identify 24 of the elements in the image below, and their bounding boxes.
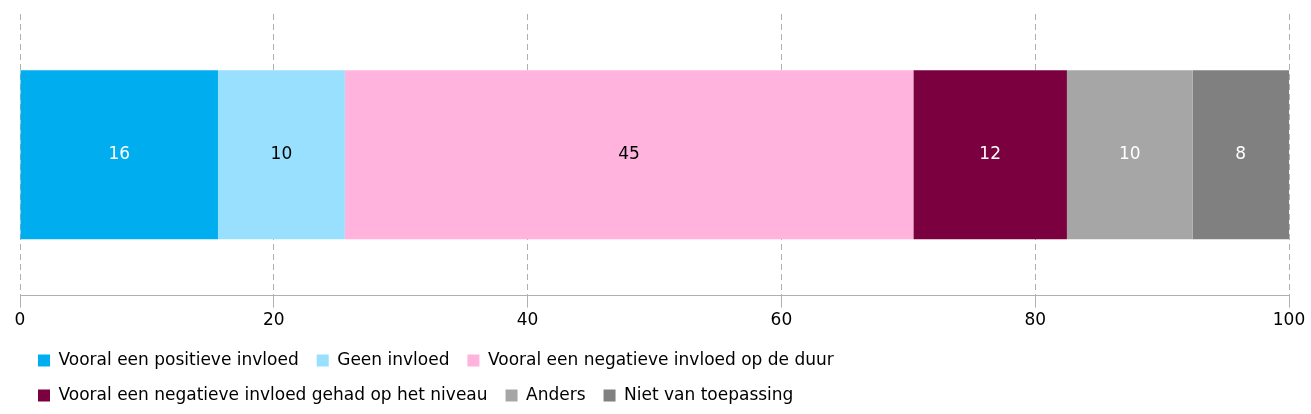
data-label: 45 — [618, 143, 640, 164]
legend-label: Niet van toepassing — [624, 383, 794, 404]
data-label: 12 — [979, 143, 1001, 164]
data-label: 8 — [1235, 143, 1247, 164]
bar — [217, 70, 345, 240]
legend-label: Vooral een positieve invloed — [58, 348, 299, 369]
data-label: 10 — [1118, 143, 1141, 164]
x-tick-label: 40 — [516, 309, 539, 330]
legend-label: Vooral een negatieve invloed op de duur — [487, 348, 834, 369]
data-label: 16 — [108, 143, 131, 164]
x-tick-label: 60 — [770, 309, 793, 330]
x-tick-label: 80 — [1024, 309, 1047, 330]
data-label: 10 — [270, 143, 293, 164]
legend-label: Geen invloed — [337, 348, 450, 369]
legend-label: Anders — [526, 383, 586, 404]
bar — [20, 70, 218, 240]
bar — [344, 70, 914, 240]
x-tick-label: 20 — [262, 309, 285, 330]
x-tick-label: 0 — [14, 309, 26, 330]
bar — [913, 70, 1067, 240]
legend-label: Vooral een negatieve invloed gehad op het niveau — [58, 383, 488, 404]
bar — [1192, 70, 1289, 240]
bar — [1066, 70, 1193, 240]
x-tick-label: 100 — [1272, 309, 1306, 330]
